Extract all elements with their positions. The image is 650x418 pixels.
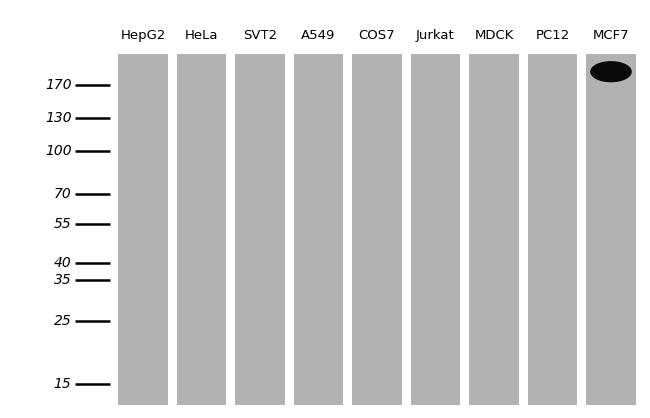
Bar bbox=[528, 54, 577, 405]
Text: HepG2: HepG2 bbox=[120, 29, 166, 42]
Text: A549: A549 bbox=[302, 29, 335, 42]
Text: 170: 170 bbox=[45, 78, 72, 92]
Text: Jurkat: Jurkat bbox=[416, 29, 455, 42]
Text: 130: 130 bbox=[45, 111, 72, 125]
Ellipse shape bbox=[591, 62, 631, 82]
Text: 15: 15 bbox=[54, 377, 72, 391]
Text: 100: 100 bbox=[45, 144, 72, 158]
Text: 25: 25 bbox=[54, 314, 72, 328]
Bar bbox=[352, 54, 402, 405]
Text: MCF7: MCF7 bbox=[593, 29, 629, 42]
Text: 40: 40 bbox=[54, 256, 72, 270]
Text: COS7: COS7 bbox=[359, 29, 395, 42]
Text: SVT2: SVT2 bbox=[243, 29, 277, 42]
Bar bbox=[469, 54, 519, 405]
Bar bbox=[177, 54, 226, 405]
Text: PC12: PC12 bbox=[536, 29, 569, 42]
Text: 70: 70 bbox=[54, 188, 72, 201]
Text: HeLa: HeLa bbox=[185, 29, 218, 42]
Bar bbox=[235, 54, 285, 405]
Text: 55: 55 bbox=[54, 217, 72, 231]
Bar bbox=[586, 54, 636, 405]
Bar bbox=[118, 54, 168, 405]
Bar bbox=[411, 54, 460, 405]
Bar bbox=[294, 54, 343, 405]
Text: MDCK: MDCK bbox=[474, 29, 514, 42]
Text: 35: 35 bbox=[54, 273, 72, 287]
